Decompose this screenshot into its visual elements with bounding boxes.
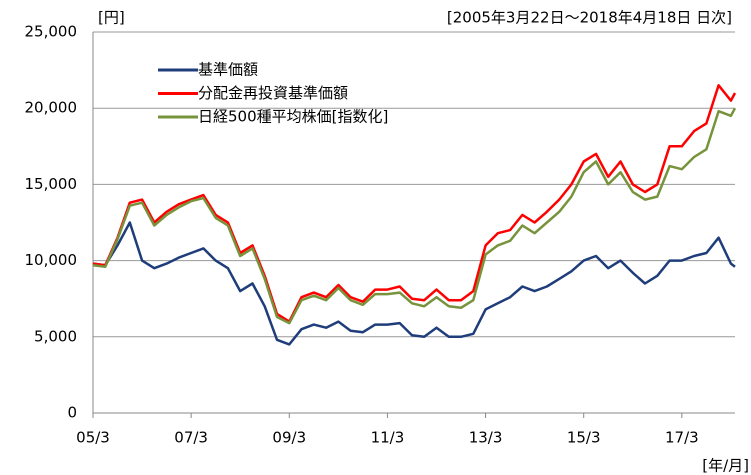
y-tick-label: 25,000 (25, 23, 78, 41)
x-tick-label: 17/3 (665, 429, 699, 447)
unit-label: [円] (98, 9, 125, 27)
x-tick-label: 15/3 (567, 429, 601, 447)
x-tick-label: 07/3 (174, 429, 208, 447)
y-tick-label: 5,000 (34, 327, 77, 345)
y-tick-label: 0 (67, 404, 77, 422)
x-tick-label: 13/3 (469, 429, 503, 447)
series-line (92, 84, 737, 323)
y-tick-label: 15,000 (25, 175, 78, 193)
series-line (92, 221, 736, 346)
legend-label: 日経500種平均株価[指数化] (198, 108, 388, 126)
legend-label: 基準価額 (198, 61, 258, 79)
legend-label: 分配金再投資基準価額 (198, 84, 348, 102)
y-tick-label: 20,000 (25, 99, 78, 117)
x-tick-label: 09/3 (272, 429, 306, 447)
x-tick-label: 05/3 (76, 429, 110, 447)
series-line (92, 107, 737, 325)
y-tick-label: 10,000 (25, 251, 78, 269)
x-tick-label: 11/3 (371, 429, 405, 447)
chart-subtitle: [2005年3月22日～2018年4月18日 日次] (447, 9, 732, 27)
x-axis-label: [年/月] (702, 457, 749, 475)
